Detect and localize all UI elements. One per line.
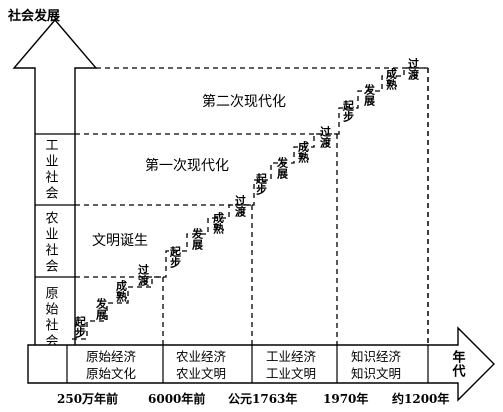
- phase-label-mature: 成熟: [115, 279, 128, 303]
- phase-label-mature: 成熟: [297, 140, 310, 164]
- stage-label-second-modernization: 第二次现代化: [202, 93, 286, 110]
- time-label: 约1200年: [392, 391, 449, 406]
- vertical-axis-title: 社会发展: [7, 8, 61, 24]
- phase-label-develop: 发展: [276, 156, 290, 180]
- phase-label-mature: 成熟: [385, 67, 398, 91]
- phase-label-transition: 过渡: [319, 125, 332, 149]
- phase-label-develop: 发展: [363, 83, 377, 107]
- vertical-axis-arrow: [12, 18, 98, 383]
- level-label-agricultural: 农业社会: [43, 211, 59, 275]
- era-primitive-economy: 原始经济: [86, 349, 137, 364]
- phase-label-start: 起步: [74, 315, 88, 339]
- era-knowledge-economy: 知识经济: [351, 349, 402, 364]
- phase-label-develop: 发展: [191, 227, 205, 251]
- level-label-industrial: 工业社会: [43, 138, 59, 202]
- time-label: 6000年前: [148, 391, 205, 406]
- phase-label-start: 起步: [169, 245, 183, 269]
- phase-label-develop: 发展: [95, 297, 109, 321]
- era-agricultural-civilization: 农业文明: [176, 366, 226, 381]
- phase-label-mature: 成熟: [212, 211, 225, 235]
- time-label: 250万年前: [57, 391, 118, 406]
- era-industrial-civilization: 工业文明: [266, 366, 316, 381]
- time-label: 公元1763年: [228, 391, 297, 406]
- phase-label-transition: 过渡: [137, 263, 150, 287]
- time-label: 1970年: [323, 391, 368, 406]
- horizontal-axis-label: 年代: [450, 349, 467, 378]
- era-agricultural-economy: 农业经济: [176, 349, 227, 364]
- era-knowledge-civilization: 知识文明: [351, 366, 401, 381]
- dashed-structure: [72, 67, 429, 345]
- horizontal-axis-arrow: [27, 326, 495, 402]
- era-industrial-economy: 工业经济: [266, 349, 317, 364]
- stage-label-civilization-birth: 文明诞生: [92, 233, 148, 249]
- era-primitive-culture: 原始文化: [86, 366, 137, 381]
- level-label-primitive: 原始社会: [43, 286, 59, 350]
- stage-label-first-modernization: 第一次现代化: [145, 157, 229, 174]
- phase-label-transition: 过渡: [407, 57, 420, 81]
- phase-label-start: 起步: [342, 99, 356, 123]
- phase-label-transition: 过渡: [234, 194, 247, 218]
- phase-label-start: 起步: [255, 172, 269, 196]
